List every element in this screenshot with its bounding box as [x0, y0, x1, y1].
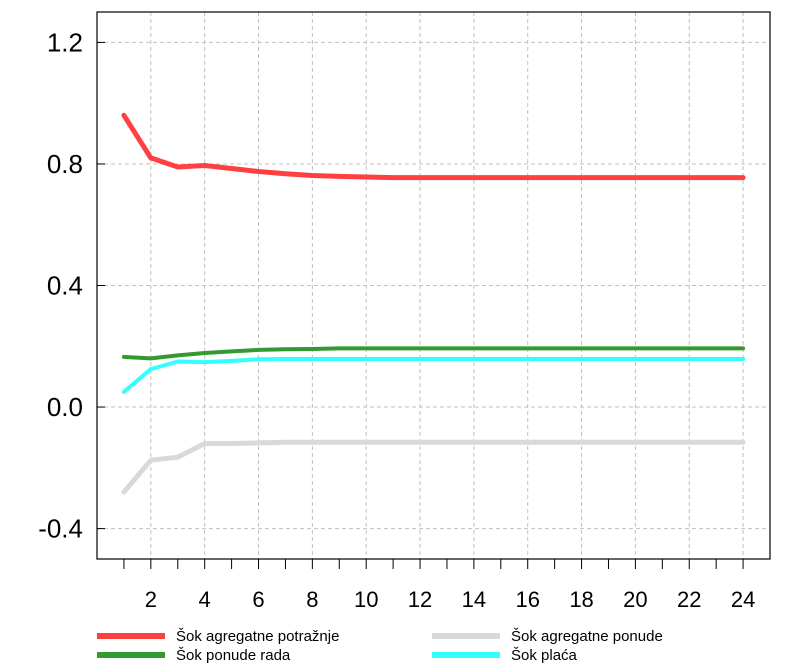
legend-label: Šok plaća: [511, 647, 578, 664]
series-line: [121, 346, 746, 361]
y-tick-label: 0.8: [47, 149, 83, 179]
y-tick-label: 0.0: [47, 392, 83, 422]
x-tick-label: 16: [515, 587, 539, 612]
series-line: [121, 439, 746, 495]
x-tick-label: 20: [623, 587, 647, 612]
x-tick-label: 6: [252, 587, 264, 612]
x-tick-label: 4: [199, 587, 211, 612]
series-line: [121, 357, 746, 394]
y-tick-label: 1.2: [47, 27, 83, 57]
x-tick-label: 2: [145, 587, 157, 612]
y-tick-label: -0.4: [38, 514, 83, 544]
x-tick-label: 22: [677, 587, 701, 612]
legend-label: Šok ponude rada: [176, 647, 291, 664]
legend-label: Šok agregatne ponude: [511, 628, 663, 645]
x-tick-label: 8: [306, 587, 318, 612]
y-tick-label: 0.4: [47, 271, 83, 301]
x-tick-label: 18: [569, 587, 593, 612]
legend-label: Šok agregatne potražnje: [176, 628, 339, 645]
x-tick-label: 14: [462, 587, 486, 612]
x-tick-label: 10: [354, 587, 378, 612]
series-line: [121, 112, 746, 181]
x-tick-label: 24: [731, 587, 755, 612]
legend: Šok agregatne potražnje Šok agregatne pon…: [97, 628, 663, 664]
grid-lines: [97, 12, 770, 559]
x-axis: 2 4 6 8 10 12 14 16 18 20 22 24: [123, 559, 755, 612]
series-lines: [121, 112, 746, 495]
y-axis: -0.4 0.0 0.4 0.8 1.2: [38, 27, 105, 544]
x-tick-label: 12: [408, 587, 432, 612]
